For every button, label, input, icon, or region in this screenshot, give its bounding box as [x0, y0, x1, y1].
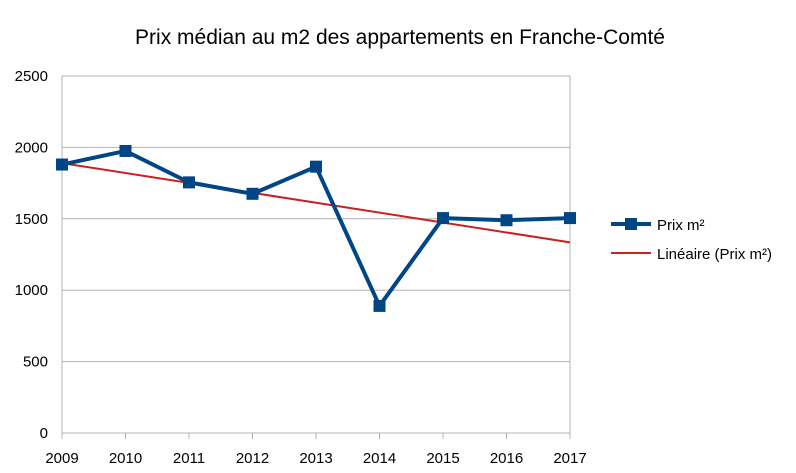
data-point-2011: [183, 176, 195, 189]
y-tick-label-2000: 2000: [15, 139, 48, 156]
y-tick-label-2500: 2500: [15, 68, 48, 85]
data-point-2012: [246, 187, 259, 200]
axes: [61, 76, 571, 439]
x-tick-label-2012: 2012: [236, 450, 269, 467]
x-tick-label-2011: 2011: [173, 450, 205, 467]
x-tick-label-2009: 2009: [45, 450, 78, 467]
x-tick-label-2015: 2015: [426, 450, 459, 467]
data-point-2016: [500, 214, 513, 227]
data-point-2017: [564, 212, 576, 225]
data-point-2010: [119, 144, 132, 157]
x-tick-label-2016: 2016: [490, 450, 523, 467]
x-tick-label-2017: 2017: [553, 450, 586, 467]
trendline-group: [61, 162, 571, 244]
x-tick-label-2013: 2013: [299, 450, 332, 467]
data-point-2015: [437, 212, 449, 225]
data-point-2013: [310, 160, 322, 173]
legend-series-marker: [625, 218, 637, 230]
x-tick-labels: 2009 2010 2011 2012 2013 2014 2015 2016 2017: [45, 450, 586, 467]
trendline: [61, 162, 571, 244]
y-tick-label-1500: 1500: [15, 211, 48, 228]
series-group: [56, 144, 576, 312]
x-tick-label-2010: 2010: [109, 450, 142, 467]
legend-series-label: Prix m²: [657, 217, 705, 234]
legend-trend-label: Linéaire (Prix m²): [657, 246, 772, 263]
y-tick-label-0: 0: [40, 425, 48, 442]
legend: Prix m² Linéaire (Prix m²): [611, 217, 772, 263]
y-tick-labels: 0 500 1000 1500 2000 2500: [15, 68, 48, 442]
gridlines: [62, 75, 570, 363]
data-point-2014: [373, 299, 386, 312]
chart-title: Prix médian au m2 des appartements en Fr…: [135, 26, 665, 49]
y-tick-label-1000: 1000: [15, 282, 48, 299]
data-point-2009: [56, 158, 68, 171]
x-tick-label-2014: 2014: [363, 450, 396, 467]
y-tick-label-500: 500: [23, 354, 48, 371]
